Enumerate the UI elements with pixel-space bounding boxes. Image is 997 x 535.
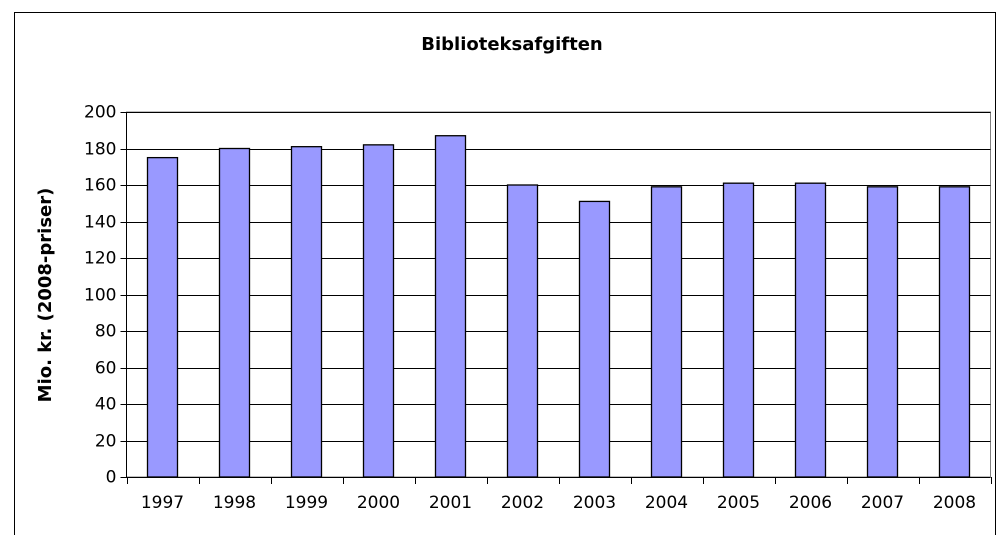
- bar: [362, 144, 395, 478]
- x-tick-label: 2004: [645, 493, 688, 513]
- bar: [290, 146, 323, 478]
- x-tick-label: 1997: [141, 493, 184, 513]
- y-tick-label: 200: [84, 103, 116, 123]
- x-tick-label: 2001: [429, 493, 472, 513]
- y-tick-label: 60: [95, 359, 117, 379]
- bar: [650, 186, 683, 478]
- y-tick-label: 180: [84, 140, 116, 160]
- chart-title: Biblioteksafgiften: [421, 34, 602, 55]
- x-tick-label: 2006: [789, 493, 832, 513]
- y-tick-label: 20: [95, 432, 117, 452]
- bar: [218, 147, 251, 478]
- plot-area: [126, 111, 991, 478]
- bar: [794, 182, 827, 478]
- x-tick-label: 2007: [861, 493, 904, 513]
- x-tick-label: 2002: [501, 493, 544, 513]
- bar: [506, 184, 539, 478]
- x-tick-label: 1998: [213, 493, 256, 513]
- bar: [938, 186, 971, 478]
- x-tick-label: 2000: [357, 493, 400, 513]
- y-tick-label: 100: [84, 286, 116, 306]
- bar: [434, 135, 467, 478]
- x-tick-label: 2008: [933, 493, 976, 513]
- bar: [578, 200, 611, 478]
- y-tick-label: 140: [84, 213, 116, 233]
- y-axis-label: Mio. kr. (2008-priser): [35, 188, 56, 403]
- bar: [146, 156, 179, 478]
- y-tick-label: 40: [95, 395, 117, 415]
- x-tick-label: 2005: [717, 493, 760, 513]
- bar: [722, 182, 755, 478]
- x-tick-label: 2003: [573, 493, 616, 513]
- y-tick-label: 0: [106, 468, 117, 488]
- y-tick-label: 80: [95, 322, 117, 342]
- y-tick-label: 160: [84, 176, 116, 196]
- x-tick-label: 1999: [285, 493, 328, 513]
- bar: [866, 186, 899, 478]
- y-tick-label: 120: [84, 249, 116, 269]
